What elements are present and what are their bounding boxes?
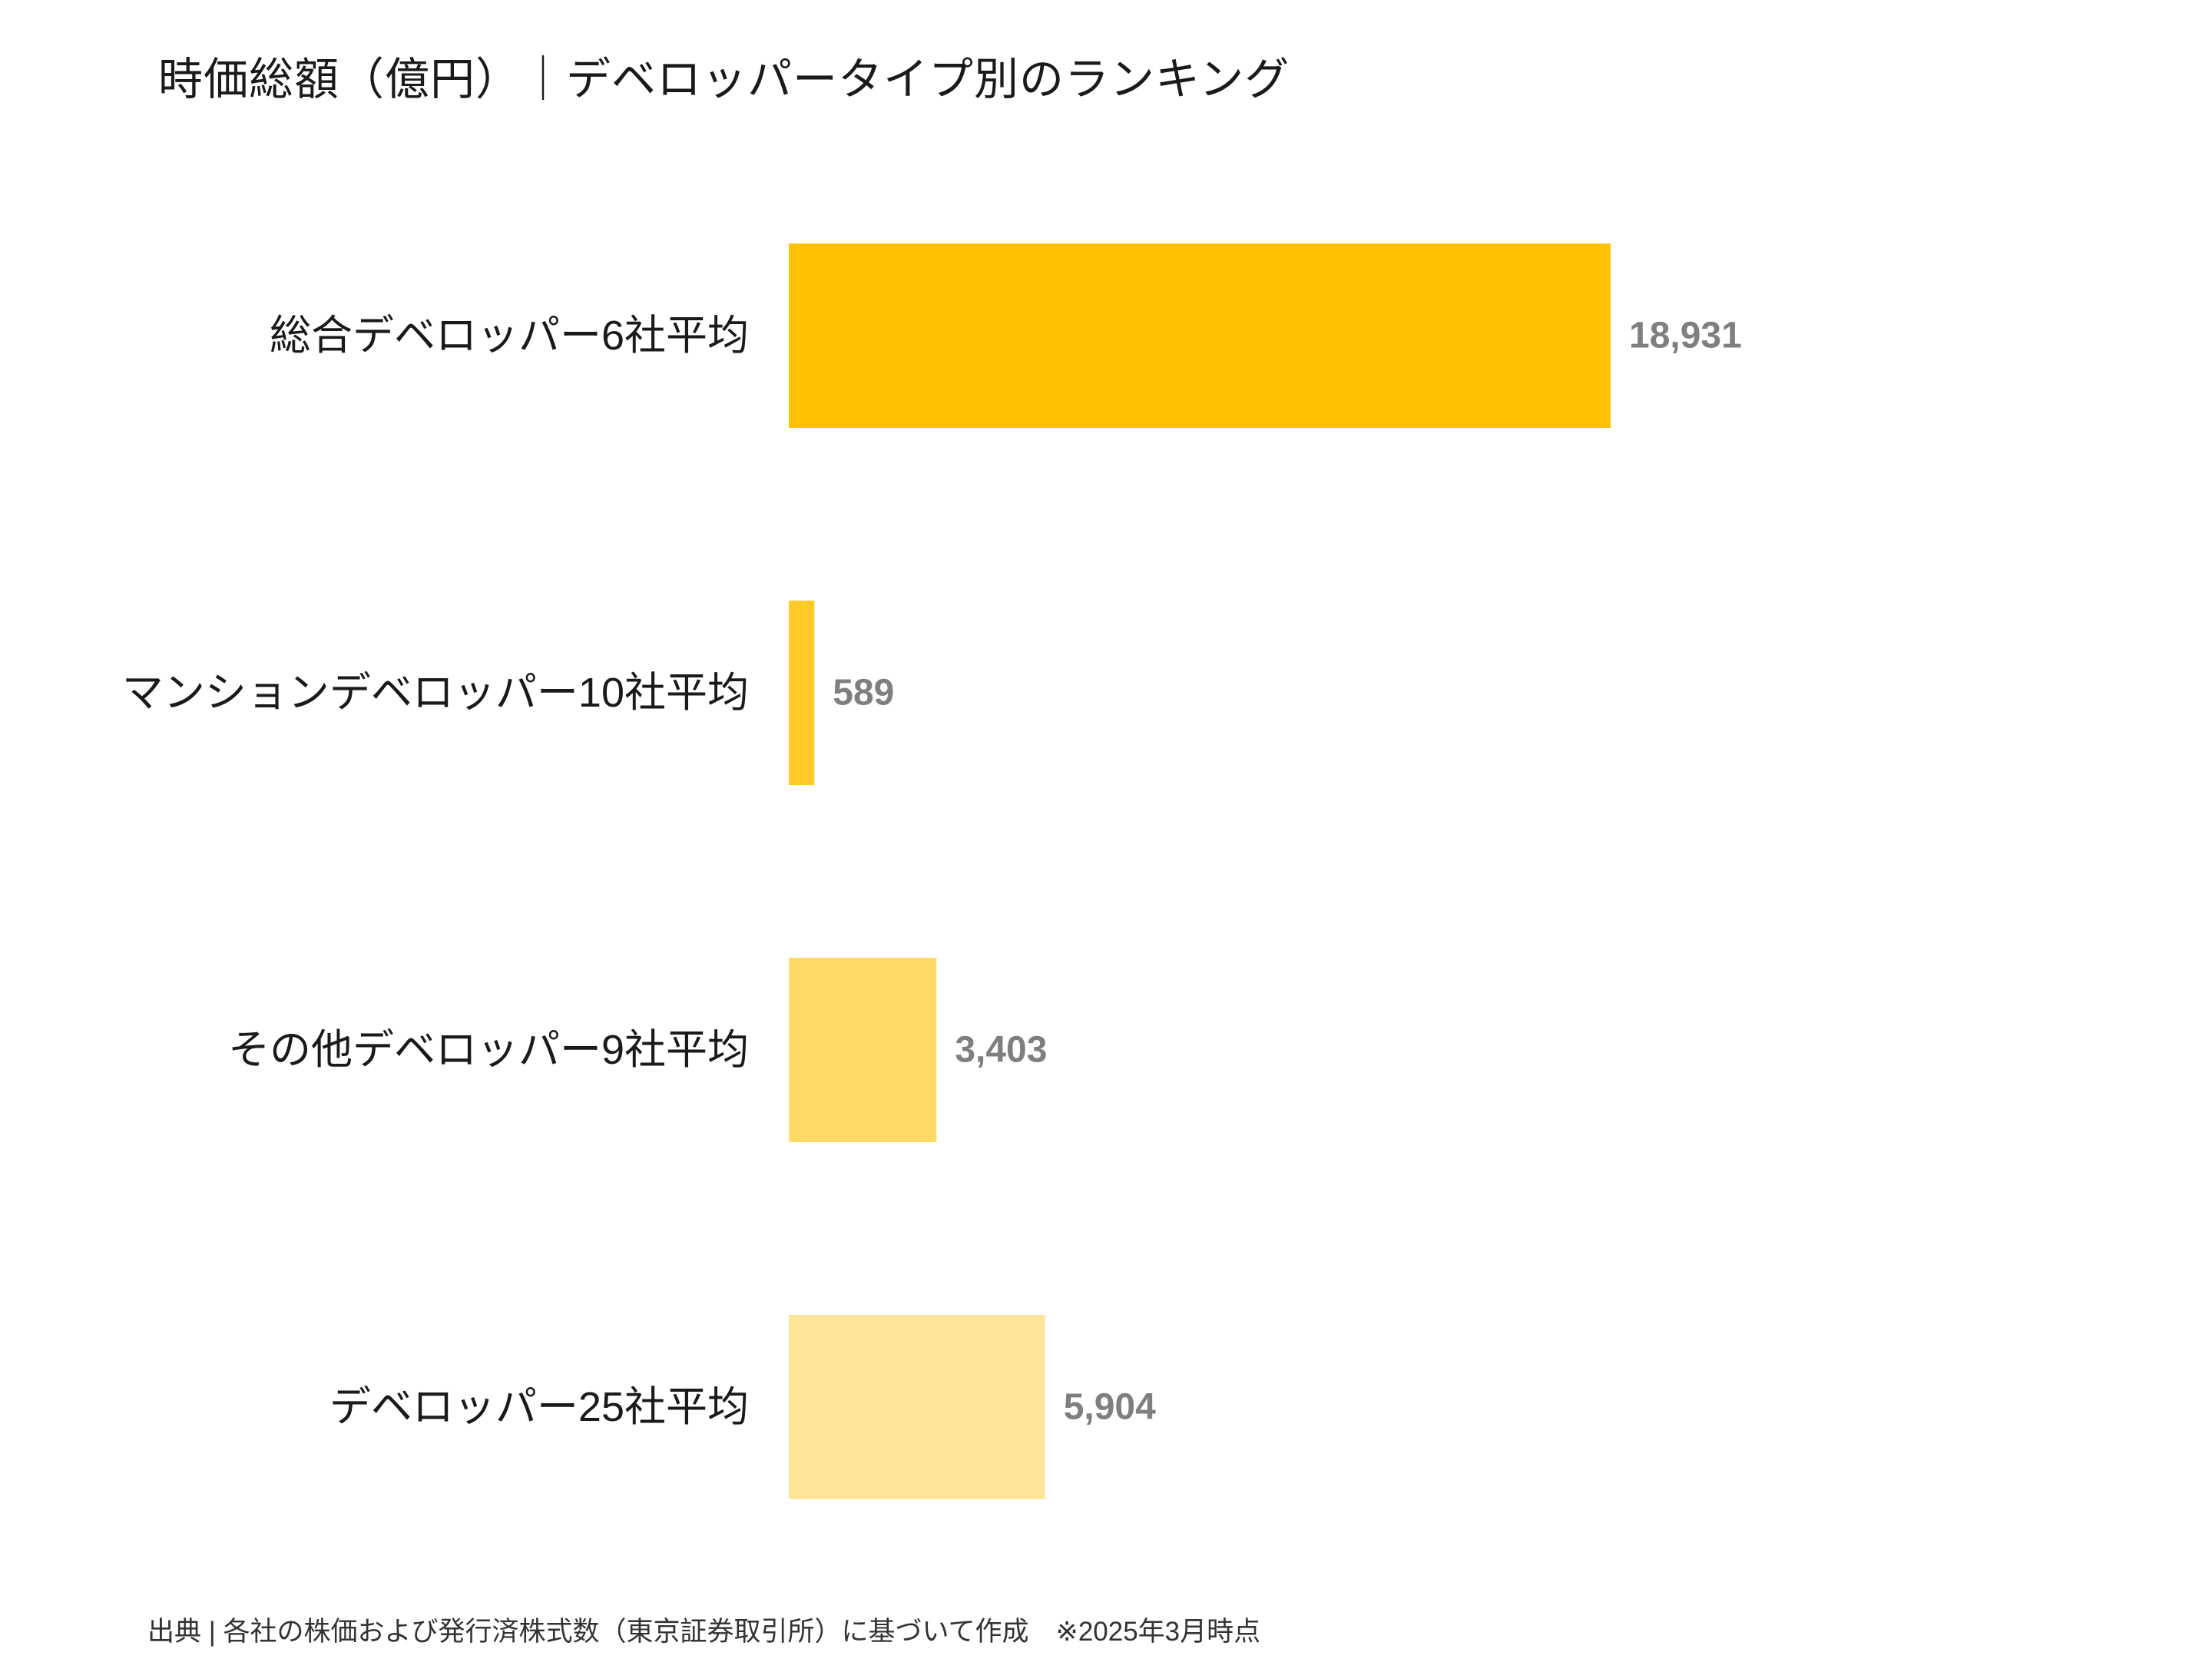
bar bbox=[789, 601, 815, 785]
chart-title: 時価総額（億円）｜デベロッパータイプ別のランキング bbox=[158, 55, 1290, 104]
bar bbox=[789, 1315, 1045, 1499]
category-label: 総合デベロッパー6社平均 bbox=[270, 313, 749, 359]
data-label: 18,931 bbox=[1629, 316, 1742, 356]
data-label: 5,904 bbox=[1064, 1387, 1156, 1428]
data-label: 3,403 bbox=[955, 1030, 1047, 1071]
bar bbox=[789, 958, 937, 1142]
category-label: その他デベロッパー9社平均 bbox=[228, 1027, 749, 1073]
source-footnote: 出典 | 各社の株価および発行済株式数（東京証券取引所）に基づいて作成 ※202… bbox=[147, 1617, 1261, 1647]
data-label: 589 bbox=[833, 673, 894, 714]
category-label: デベロッパー25社平均 bbox=[329, 1384, 749, 1430]
bar bbox=[789, 243, 1611, 428]
category-label: マンションデベロッパー10社平均 bbox=[122, 670, 749, 716]
